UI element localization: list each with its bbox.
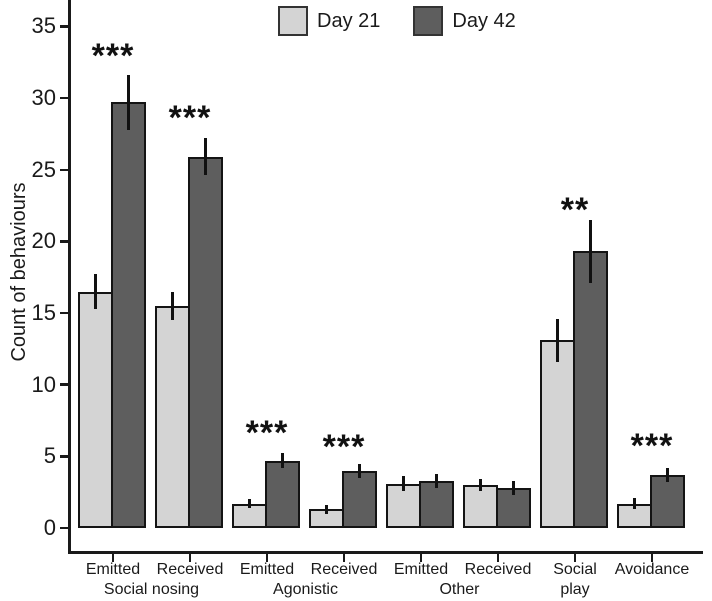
legend-label-day-42: Day 42 [452, 10, 516, 32]
bar-day-21-group-6 [540, 340, 575, 528]
legend-item-day-42: Day 42 [413, 6, 516, 36]
x-tick [188, 553, 192, 562]
bar-day-42-group-7 [650, 474, 685, 528]
y-tick-label: 0 [43, 515, 56, 540]
error-bar-day-21-group-0 [94, 274, 97, 309]
x-axis-line [68, 551, 703, 554]
x-tick-label: Received [464, 561, 532, 578]
error-bar-day-21-group-1 [171, 291, 174, 321]
x-tick-label: Avoidance [614, 561, 690, 578]
bar-day-21-group-5 [463, 485, 498, 528]
x-tick-label: Social [553, 561, 597, 578]
legend-label-day-21: Day 21 [317, 10, 381, 32]
significance-stars-group-3: *** [322, 428, 366, 467]
x-tick-label: Received [156, 561, 224, 578]
y-tick [60, 526, 68, 530]
bar-day-42-group-0 [111, 102, 146, 528]
y-tick [60, 240, 68, 243]
error-bar-day-21-group-7 [633, 497, 636, 510]
x-tick [342, 553, 346, 562]
error-bar-day-42-group-4 [435, 473, 438, 488]
x-section-label: Agonistic [273, 581, 338, 598]
significance-stars-group-7: *** [630, 427, 674, 466]
error-bar-day-42-group-6 [589, 219, 592, 283]
x-tick [111, 553, 115, 562]
error-bar-day-42-group-7 [666, 467, 669, 483]
error-bar-day-21-group-6 [556, 318, 559, 362]
error-bar-day-42-group-2 [281, 453, 284, 468]
y-tick-label: 35 [31, 13, 56, 39]
error-bar-day-21-group-5 [479, 479, 482, 491]
legend-swatch-day-21 [278, 6, 308, 36]
legend-swatch-day-42 [413, 6, 444, 36]
x-tick-label: Received [310, 561, 378, 578]
y-tick [60, 96, 68, 100]
legend-item-day-21: Day 21 [278, 6, 380, 36]
x-tick-label-line2: play [560, 581, 590, 598]
significance-stars-group-1: *** [168, 98, 212, 137]
y-tick [60, 25, 68, 28]
significance-stars-group-6: ** [560, 190, 590, 229]
x-tick [496, 553, 500, 562]
y-tick-label: 25 [31, 156, 56, 182]
bar-day-42-group-6 [573, 251, 608, 528]
y-tick-label: 20 [31, 228, 56, 254]
y-tick [60, 383, 68, 386]
bar-day-21-group-0 [78, 291, 113, 528]
x-tick-label: Emitted [393, 561, 449, 578]
y-tick [60, 311, 68, 315]
bar-day-42-group-2 [265, 460, 300, 528]
significance-stars-group-0: *** [91, 37, 135, 76]
y-tick-label: 5 [43, 443, 56, 469]
x-tick [650, 553, 654, 562]
y-tick [60, 168, 68, 171]
significance-stars-group-2: *** [245, 414, 289, 453]
error-bar-day-42-group-5 [512, 480, 515, 496]
bar-day-42-group-3 [342, 470, 377, 528]
x-tick-label: Emitted [85, 561, 141, 578]
error-bar-day-42-group-1 [204, 138, 207, 176]
bar-day-21-group-1 [155, 305, 190, 528]
x-tick [573, 553, 577, 562]
x-tick-label: Emitted [239, 561, 295, 578]
y-axis-line [68, 0, 71, 554]
error-bar-day-21-group-3 [325, 505, 328, 514]
y-tick [60, 455, 68, 458]
y-tick-label: 30 [31, 85, 56, 111]
bar-day-21-group-4 [386, 483, 421, 528]
legend: Day 21 Day 42 [278, 6, 516, 36]
error-bar-day-21-group-2 [248, 499, 251, 508]
x-tick [265, 553, 269, 562]
y-tick-label: 15 [31, 300, 56, 326]
error-bar-day-21-group-4 [402, 476, 405, 491]
x-section-label: Other [439, 581, 480, 598]
x-section-label: Social nosing [103, 581, 200, 598]
y-tick-label: 10 [31, 371, 56, 397]
error-bar-day-42-group-3 [358, 463, 361, 478]
x-tick [419, 553, 423, 562]
error-bar-day-42-group-0 [127, 75, 130, 130]
bar-day-42-group-1 [188, 156, 223, 528]
